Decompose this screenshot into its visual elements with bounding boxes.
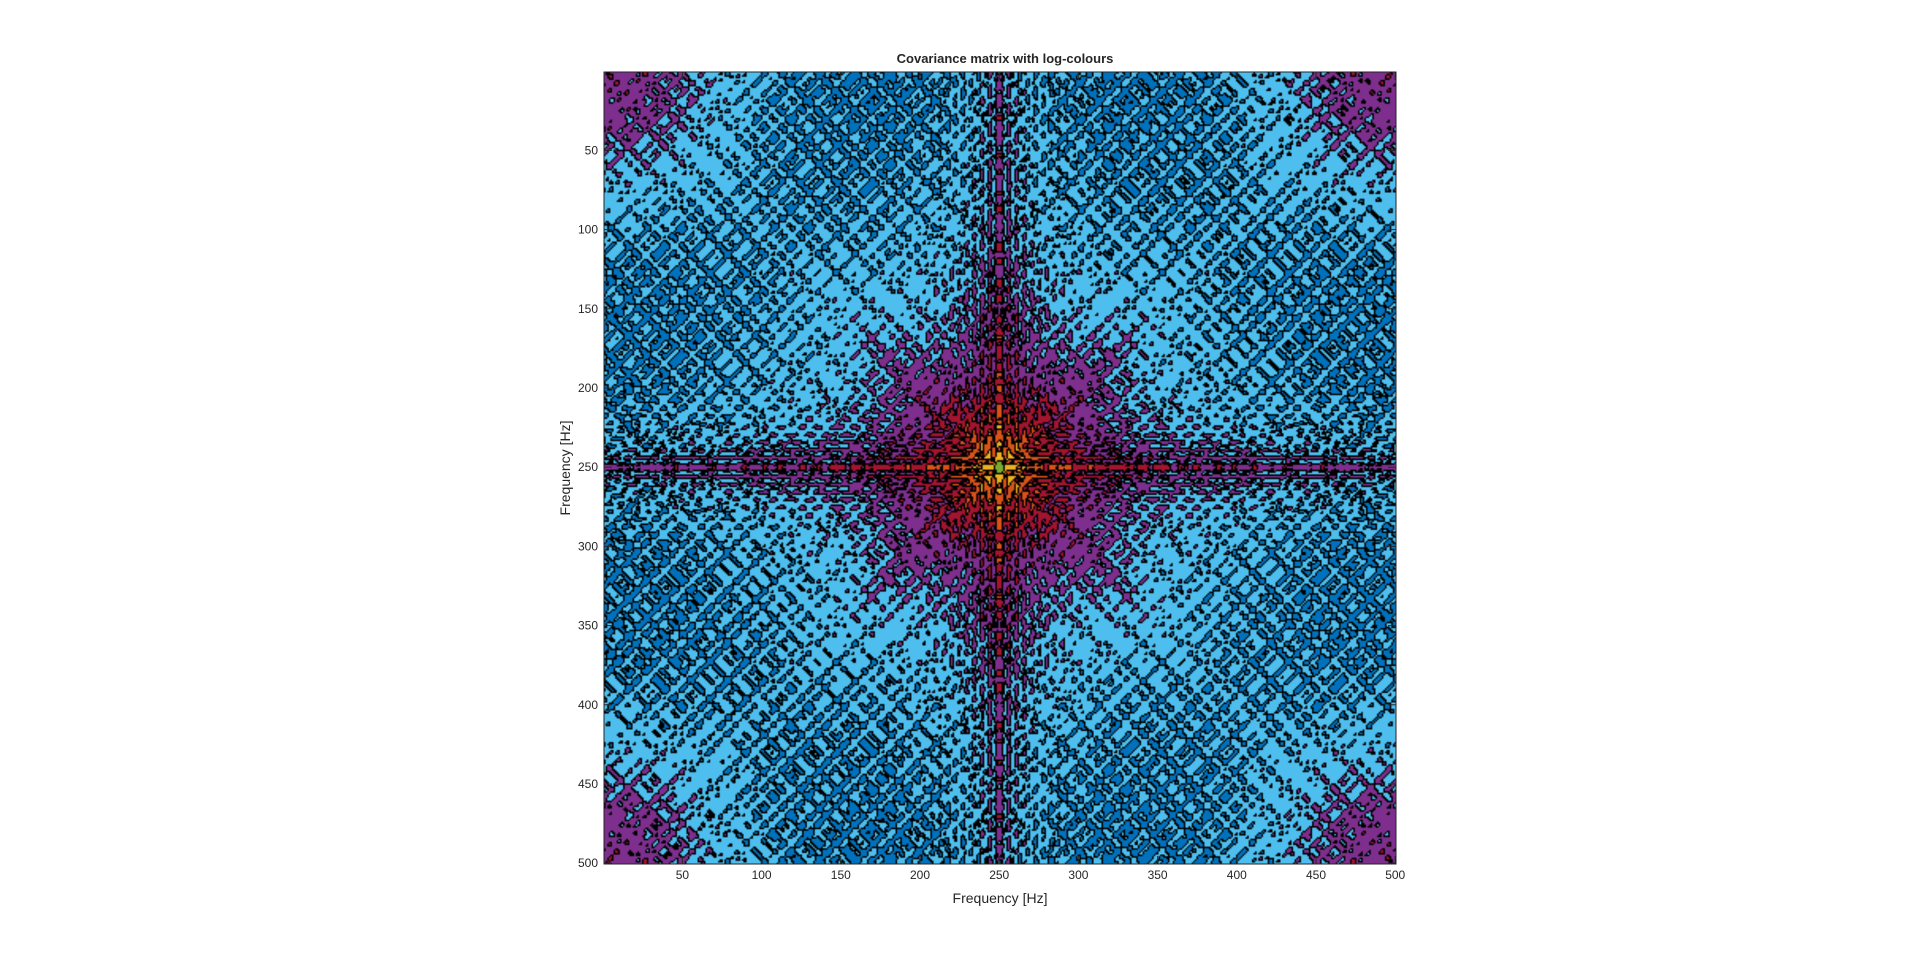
x-tick-label: 250 xyxy=(989,868,1009,882)
x-tick-label: 450 xyxy=(1306,868,1326,882)
chart-title: Covariance matrix with log-colours xyxy=(897,51,1114,66)
y-axis: 50 100 150 200 250 300 350 400 450 500 xyxy=(578,143,1396,870)
x-tick-label: 350 xyxy=(1148,868,1168,882)
y-axis-label: Frequency [Hz] xyxy=(557,421,573,516)
x-tick-label: 300 xyxy=(1068,868,1088,882)
y-tick-label: 500 xyxy=(578,856,598,870)
y-tick-label: 150 xyxy=(578,302,598,316)
x-tick-label: 50 xyxy=(676,868,690,882)
y-tick-label: 100 xyxy=(578,223,598,237)
axes-box xyxy=(603,71,1397,865)
y-tick-label: 200 xyxy=(578,381,598,395)
x-axis-label: Frequency [Hz] xyxy=(953,890,1048,906)
y-tick-label: 350 xyxy=(578,619,598,633)
y-tick-label: 300 xyxy=(578,539,598,553)
y-tick-label: 400 xyxy=(578,698,598,712)
x-tick-label: 400 xyxy=(1227,868,1247,882)
x-tick-label: 500 xyxy=(1385,868,1405,882)
y-tick-label: 250 xyxy=(578,460,598,474)
x-tick-label: 100 xyxy=(752,868,772,882)
covariance-heatmap-image xyxy=(604,72,1396,864)
y-tick-label: 450 xyxy=(578,777,598,791)
x-tick-label: 150 xyxy=(831,868,851,882)
plot-area xyxy=(603,71,1397,865)
x-axis: 50 100 150 200 250 300 350 400 450 500 xyxy=(676,72,1406,882)
x-tick-label: 200 xyxy=(910,868,930,882)
y-tick-label: 50 xyxy=(585,143,599,157)
